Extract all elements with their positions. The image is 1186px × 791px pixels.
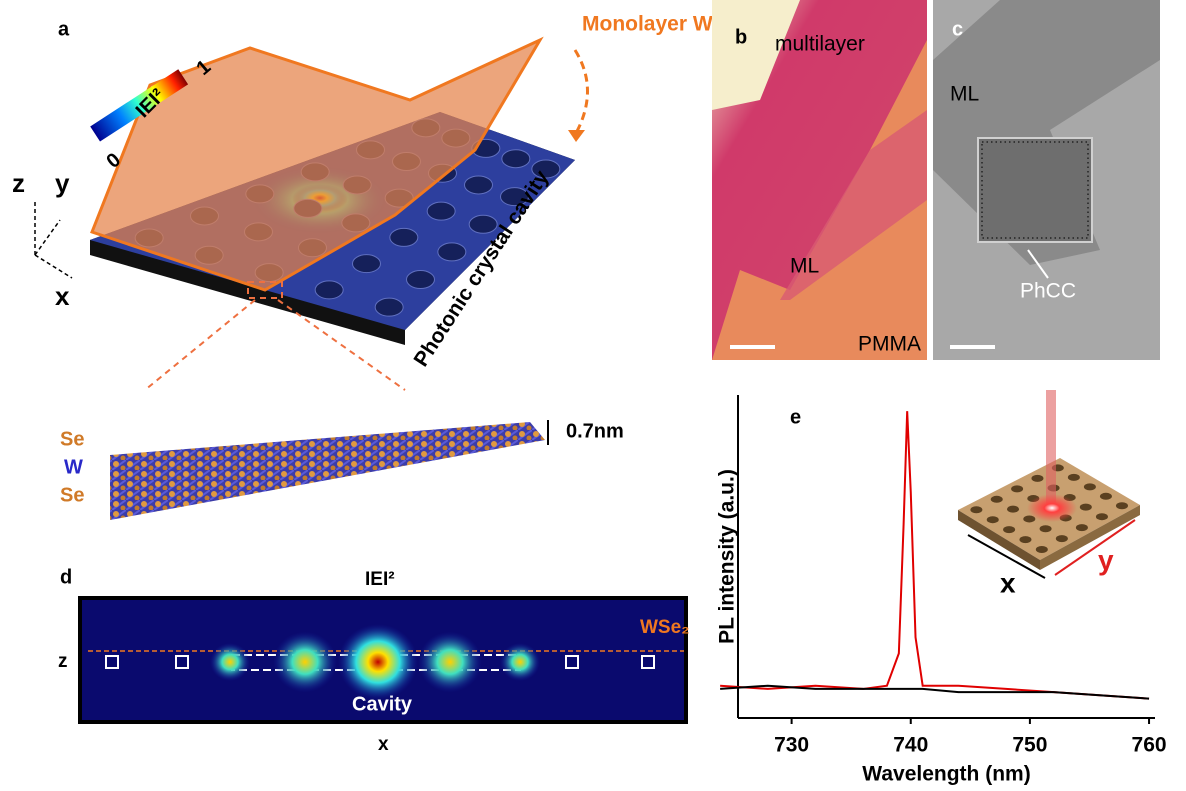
x-tick-label: 760 [1132,734,1167,757]
panel-label: d [60,566,72,588]
field-spot [418,632,482,693]
figure: a Monolayer WSe₂ IEI² 0 1 z y x Photonic… [0,0,1186,791]
layer-label: Se [60,428,84,450]
hole [427,202,455,220]
x-axis-label: Wavelength (nm) [862,763,1030,786]
hole [502,150,530,168]
hole [1031,475,1043,482]
hole [390,228,418,246]
hole [1003,526,1015,533]
x-tick-label: 740 [893,734,928,757]
inset-axis-label: x [1000,567,1016,598]
hole [1056,535,1068,542]
hole [353,255,381,273]
panel-c: c ML PhCC [933,0,1160,360]
region-label: PMMA [858,333,921,356]
region-label: ML [790,255,819,278]
hole [1040,525,1052,532]
hole [970,506,982,513]
map-title: IEI² [365,569,395,590]
hole [315,281,343,299]
axis-label: x [378,734,389,755]
field-spot [338,624,418,700]
hole [1068,474,1080,481]
hole [1100,493,1112,500]
region-label: ML [950,83,979,106]
laser-beam [1046,390,1056,505]
axis-label: z [12,168,25,198]
field-spot [500,643,540,681]
hole [987,516,999,523]
hole [438,243,466,261]
hole [1084,483,1096,490]
axis-label: x [55,281,70,311]
hole [1007,506,1019,513]
fold-arrow [575,50,588,135]
panel-d: d IEI² WSe₂ z Cavity x [58,566,690,755]
axis-label: y [55,168,70,198]
panel-label: b [735,26,747,48]
hole [1011,485,1023,492]
hole [1019,536,1031,543]
hole [465,176,493,194]
x-tick-label: 730 [774,734,809,757]
hole [1080,504,1092,511]
field-spot [210,643,250,681]
hole [1116,502,1128,509]
panel-a: a Monolayer WSe₂ IEI² 0 1 z y x Photonic… [12,13,748,520]
hole [1076,524,1088,531]
y-axis-label: PL intensity (a.u.) [716,469,739,644]
axes-arrows [35,200,72,278]
region-label: PhCC [1020,280,1076,303]
cavity [978,138,1092,242]
hole [407,271,435,289]
hole [375,298,403,316]
thickness-label: 0.7nm [566,420,624,442]
spectrum [720,686,1149,699]
panel-label: a [58,18,70,40]
hole [991,496,1003,503]
hole [1096,513,1108,520]
panel-b: b multilayer ML PMMA [712,0,927,360]
atomic-lattice [110,422,545,520]
field-spot [273,632,337,693]
region-label: multilayer [775,33,865,56]
layer-label: Se [60,484,84,506]
arrow-head [568,130,585,142]
axis-label: z [58,651,68,672]
inset-axis-label: y [1098,544,1114,575]
panel-e: 730 740 750 760 e Wavelength (nm) PL intensity… [716,390,1167,786]
laser-spot [1027,494,1077,522]
film-label: WSe₂ [640,617,690,638]
panel-label: c [952,18,963,40]
hole [1036,546,1048,553]
x-tick-label: 750 [1012,734,1047,757]
panel-label: e [790,406,801,428]
layer-label: W [64,456,83,478]
